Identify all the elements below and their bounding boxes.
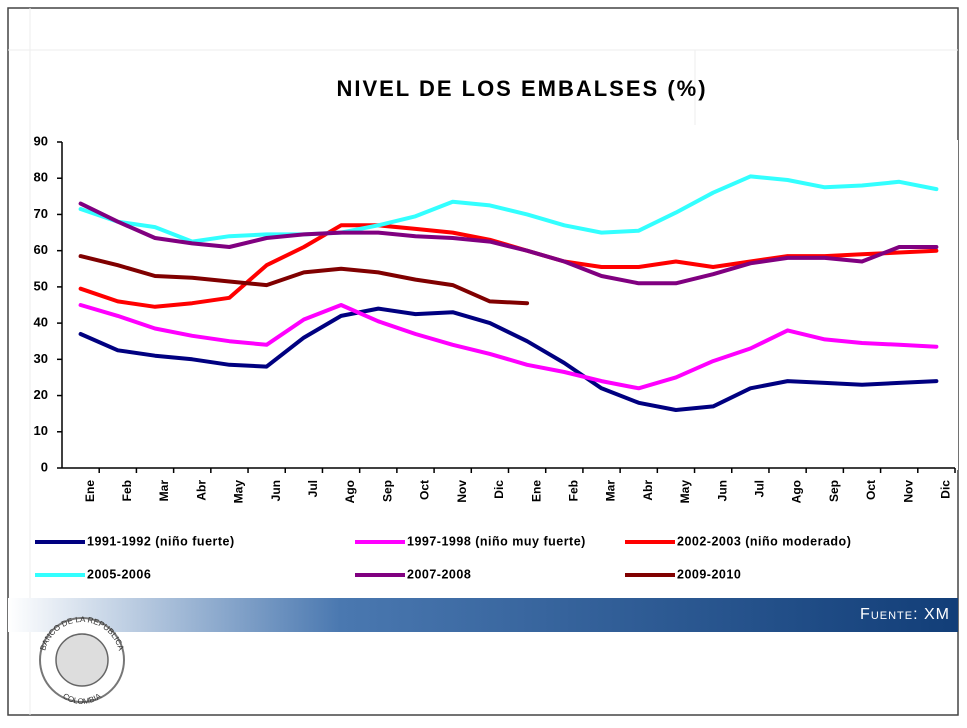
- footer-band: [8, 598, 958, 632]
- x-tick-label: Jul: [753, 480, 767, 497]
- x-tick-label: Ago: [343, 480, 357, 503]
- logo-text: COLOMBIA: [61, 691, 103, 706]
- x-tick-label: Jun: [715, 480, 729, 501]
- x-tick-label: Mar: [157, 480, 171, 502]
- x-tick-label: Feb: [120, 480, 134, 501]
- legend-label: 2007-2008: [407, 567, 471, 581]
- series-line: [78, 201, 939, 286]
- legend-label: 1997-1998 (niño muy fuerte): [407, 534, 586, 548]
- y-tick-label: 30: [34, 351, 48, 366]
- x-tick-label: Oct: [418, 480, 432, 500]
- plot-area: [60, 140, 958, 470]
- x-tick-label: Jul: [306, 480, 320, 497]
- x-tick-label: Feb: [566, 480, 580, 501]
- y-tick-label: 50: [34, 278, 48, 293]
- x-tick-label: Nov: [455, 480, 469, 503]
- x-tick-label: Ene: [83, 480, 97, 502]
- x-tick-label: Ene: [529, 480, 543, 502]
- x-tick-label: Sep: [380, 480, 394, 502]
- series-line: [78, 174, 939, 244]
- y-tick-label: 20: [34, 387, 48, 402]
- y-tick-label: 10: [34, 423, 48, 438]
- legend-label: 1991-1992 (niño fuerte): [87, 534, 235, 548]
- x-tick-label: Jun: [269, 480, 283, 501]
- y-tick-label: 60: [34, 242, 48, 257]
- chart-title: NIVEL DE LOS EMBALSES (%): [336, 76, 707, 101]
- y-tick-label: 70: [34, 206, 48, 221]
- series-line: [78, 303, 939, 391]
- x-tick-label: Nov: [901, 480, 915, 503]
- y-tick-label: 80: [34, 170, 48, 185]
- legend-label: 2005-2006: [87, 567, 151, 581]
- x-tick-label: Ago: [790, 480, 804, 503]
- legend-label: 2002-2003 (niño moderado): [677, 534, 851, 548]
- x-tick-label: Dic: [492, 480, 506, 499]
- y-tick-label: 0: [41, 459, 48, 474]
- x-tick-label: Dic: [939, 480, 953, 499]
- y-tick-label: 40: [34, 315, 48, 330]
- legend-label: 2009-2010: [677, 567, 741, 581]
- series-line: [78, 254, 530, 306]
- y-tick-label: 90: [34, 133, 48, 148]
- logo-bottom: COLOMBIA: [61, 691, 103, 706]
- x-tick-label: Oct: [864, 480, 878, 500]
- series-line: [78, 306, 939, 412]
- x-tick-label: Abr: [641, 480, 655, 501]
- x-tick-label: May: [232, 480, 246, 504]
- x-tick-label: May: [678, 480, 692, 504]
- footer-source: Fuente: XM: [860, 606, 950, 623]
- x-tick-label: Mar: [604, 480, 618, 502]
- x-tick-label: Sep: [827, 480, 841, 502]
- logo-face: [55, 633, 109, 687]
- x-tick-label: Abr: [194, 480, 208, 501]
